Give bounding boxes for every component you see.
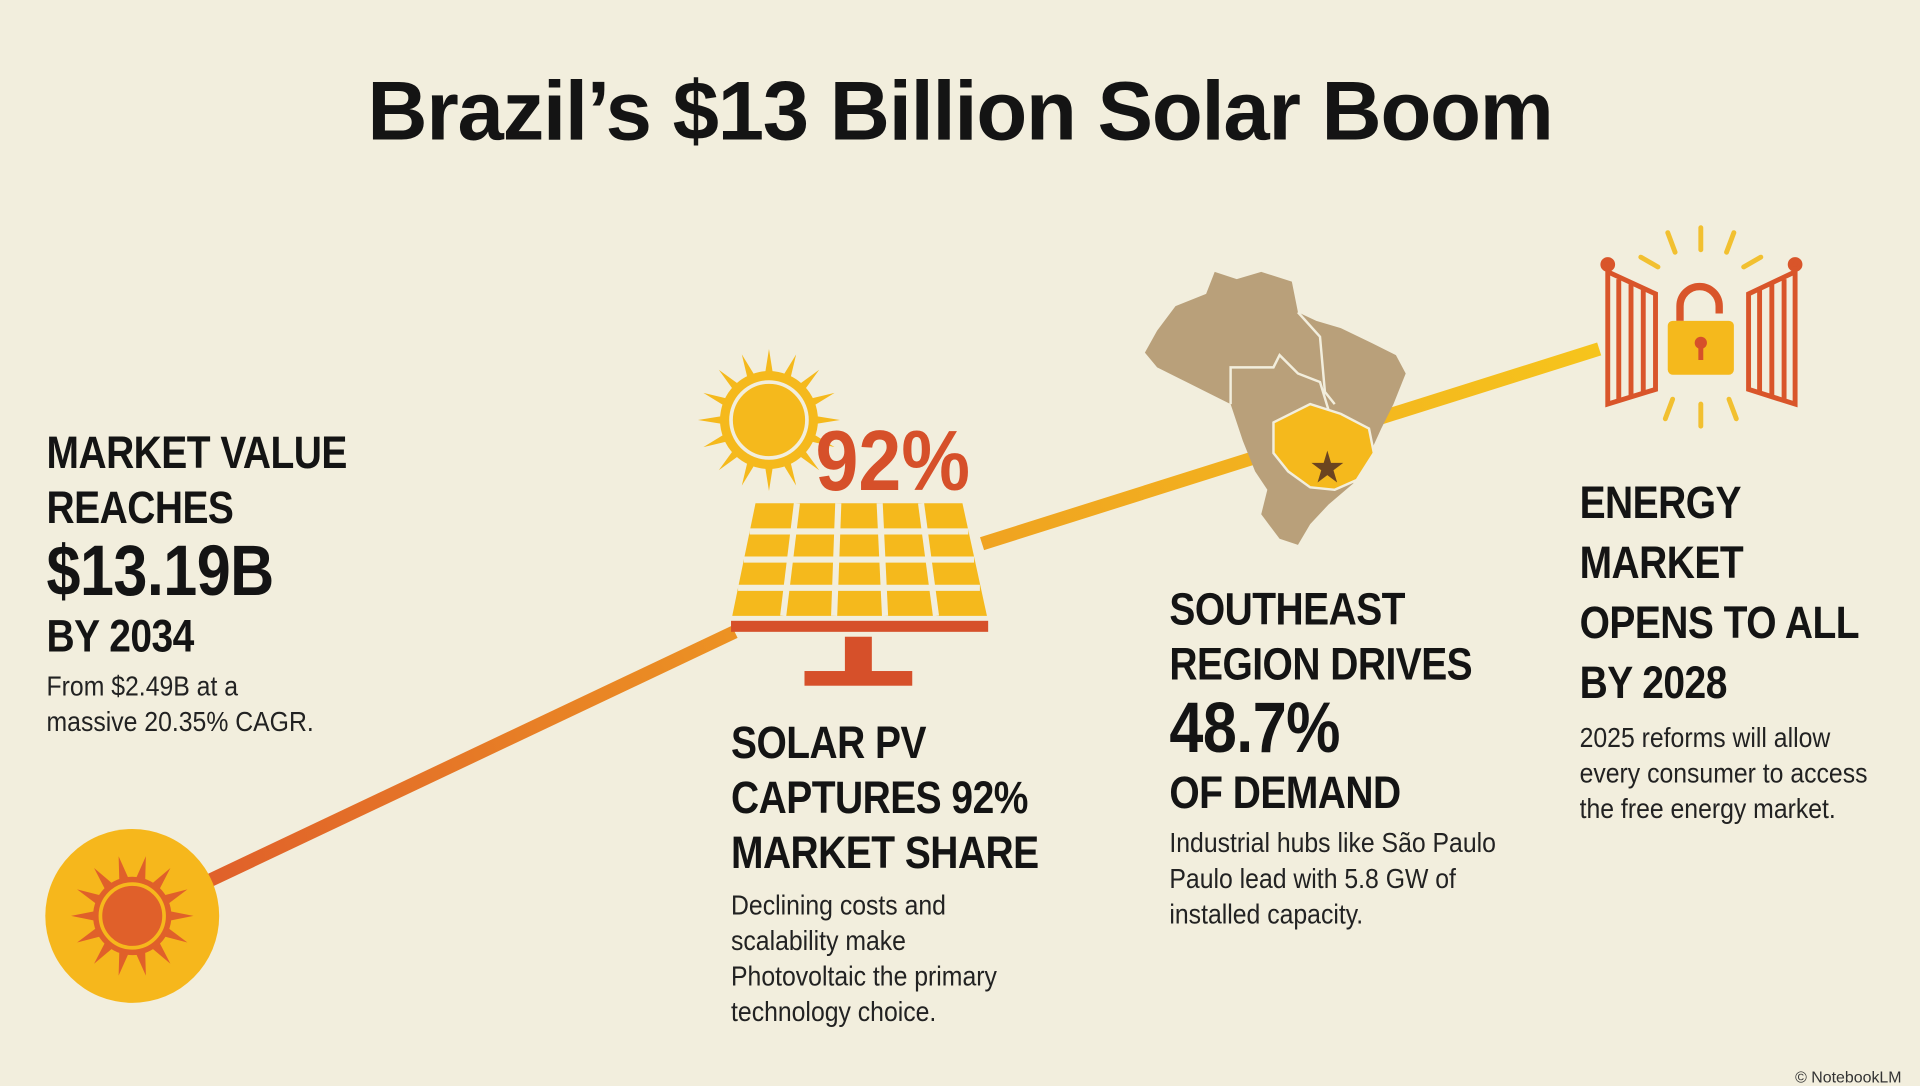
body-line: technology choice. [731, 995, 937, 1028]
heading-line: REACHES [46, 482, 234, 533]
sun-ray [162, 889, 188, 905]
brazil-map-icon [1144, 271, 1406, 545]
sun-ray [812, 415, 841, 425]
heading-line: BY 2028 [1579, 657, 1728, 708]
value: $13.19B [46, 531, 275, 612]
sun-ray [71, 910, 96, 921]
sun-ray [135, 950, 146, 976]
sun-ray [118, 950, 129, 976]
sun-ray [697, 415, 726, 425]
light-rays [1638, 225, 1764, 429]
sun-ray [168, 910, 194, 921]
body-line: scalability make [731, 924, 906, 957]
section-energy-market: ENERGY MARKET OPENS TO ALL BY 2028 2025 … [1580, 473, 1907, 827]
heading-line: SOLAR PV [731, 717, 926, 768]
body-line: the free energy market. [1579, 792, 1836, 825]
watermark: © NotebookLM [1795, 1067, 1902, 1086]
sun-ray [135, 856, 146, 882]
sun-ray [77, 927, 102, 943]
body-line: every consumer to access [1579, 756, 1868, 789]
body-line: Paulo lead with 5.8 GW of [1169, 862, 1456, 894]
heading-line: ENERGY [1579, 477, 1742, 528]
heading-line: OF DEMAND [1169, 767, 1401, 818]
heading-line: OPENS TO ALL [1579, 597, 1860, 648]
body-line: Declining costs and [731, 888, 946, 921]
value: 48.7% [1169, 688, 1340, 768]
section-solar-pv: SOLAR PV CAPTURES 92% MARKET SHARE Decli… [731, 715, 1089, 1030]
body-line: massive 20.35% CAGR. [46, 705, 314, 738]
body-line: Industrial hubs like São Paulo [1169, 826, 1496, 859]
solar-panel-icon [731, 502, 989, 686]
sun-icon [697, 348, 841, 492]
sun-icon [45, 828, 220, 1003]
heading-line: REGION DRIVES [1169, 639, 1473, 690]
heading-line: MARKET SHARE [731, 827, 1039, 878]
body-line: 2025 reforms will allow [1579, 721, 1831, 754]
sun-ray [162, 927, 188, 943]
section-southeast: SOUTHEAST REGION DRIVES 48.7% OF DEMAND … [1169, 582, 1540, 932]
page-title: Brazil’s $13 Billion Solar Boom [367, 64, 1553, 158]
unlocked-padlock-icon [1667, 282, 1734, 375]
heading-line: CAPTURES 92% [731, 772, 1028, 823]
timeline-line [199, 342, 1602, 891]
section-market-value: MARKET VALUE REACHES $13.19B BY 2034 Fro… [47, 425, 396, 740]
sun-ray [118, 856, 129, 882]
body-line: Photovoltaic the primary [731, 960, 997, 992]
sun-ray [764, 463, 774, 492]
heading-line: MARKET [1579, 537, 1744, 588]
heading-line: SOUTHEAST [1169, 584, 1405, 635]
open-gate-icon [1600, 257, 1803, 408]
heading-line: BY 2034 [46, 611, 195, 662]
sun-ray [77, 889, 102, 905]
heading-line: MARKET VALUE [46, 427, 348, 478]
body-line: From $2.49B at a [46, 669, 239, 702]
body-line: installed capacity. [1169, 897, 1364, 930]
sun-ray [764, 348, 774, 377]
star-icon [1311, 450, 1344, 483]
panel-badge: 92% [815, 412, 970, 509]
